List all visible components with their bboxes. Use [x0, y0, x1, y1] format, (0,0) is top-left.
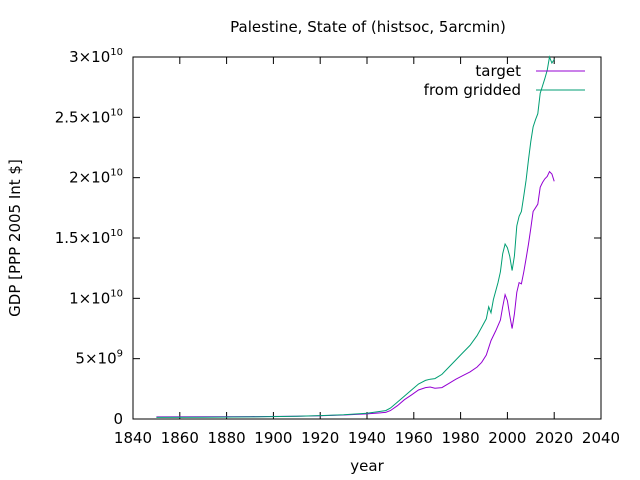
series-line-1 [156, 55, 555, 418]
y-tick-mantissa: 2×10 [69, 169, 110, 187]
x-tick-label: 1860 [161, 429, 199, 447]
y-tick-mantissa: 0 [113, 410, 123, 428]
x-tick-label: 1920 [301, 429, 339, 447]
y-tick-label: 1×1010 [69, 288, 123, 307]
y-tick-mantissa: 5×10 [75, 350, 116, 368]
x-axis: 1840 1860 1880 1900 1920 1940 1960 1980 2000 2020… [114, 57, 620, 447]
x-axis-label: year [350, 457, 384, 475]
y-tick-label: 3×1010 [69, 47, 123, 66]
y-tick-exponent: 10 [110, 288, 123, 299]
legend-label: target [475, 62, 521, 80]
y-tick-exponent: 10 [110, 107, 123, 118]
x-tick-label: 2020 [535, 429, 573, 447]
legend-label: from gridded [424, 81, 521, 99]
y-axis-label: GDP [PPP 2005 Int $] [6, 159, 24, 317]
x-tick-label: 1980 [442, 429, 480, 447]
x-tick-label: 1940 [348, 429, 386, 447]
y-tick-exponent: 10 [110, 228, 123, 239]
x-tick-label: 1880 [208, 429, 246, 447]
series-layer [156, 55, 555, 418]
y-tick-mantissa: 3×10 [69, 48, 110, 66]
y-tick-exponent: 9 [117, 349, 123, 360]
x-tick-label: 2000 [488, 429, 526, 447]
y-tick-mantissa: 1.5×10 [55, 229, 111, 247]
x-tick-label: 1840 [114, 429, 152, 447]
y-tick-label: 2.5×1010 [55, 107, 123, 126]
series-line-0 [156, 170, 555, 418]
chart-title: Palestine, State of (histsoc, 5arcmin) [230, 18, 506, 36]
y-tick-label: 5×109 [75, 349, 123, 368]
y-tick-mantissa: 2.5×10 [55, 108, 111, 126]
y-tick-label: 1.5×1010 [55, 228, 123, 247]
y-tick-mantissa: 1×10 [69, 289, 110, 307]
x-tick-label: 2040 [582, 429, 620, 447]
plot-frame [132, 56, 602, 420]
x-tick-label: 1900 [254, 429, 292, 447]
y-tick-label: 2×1010 [69, 168, 123, 187]
y-tick-label: 0 [113, 410, 123, 428]
y-tick-exponent: 10 [110, 168, 123, 179]
x-tick-label: 1960 [395, 429, 433, 447]
y-tick-exponent: 10 [110, 47, 123, 58]
